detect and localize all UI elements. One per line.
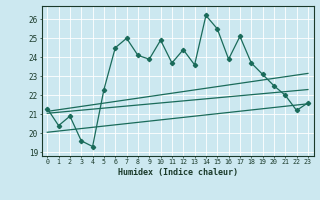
X-axis label: Humidex (Indice chaleur): Humidex (Indice chaleur) xyxy=(118,168,237,177)
